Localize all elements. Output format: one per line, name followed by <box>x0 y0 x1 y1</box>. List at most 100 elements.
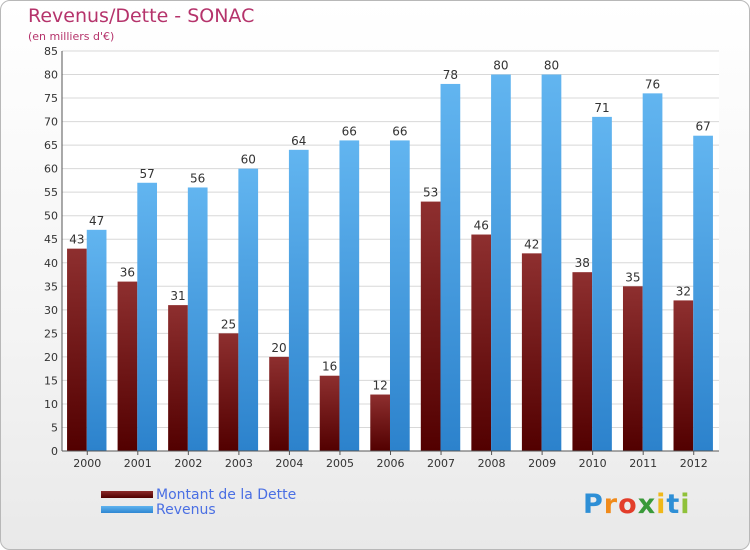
data-label-revenus-2011: 76 <box>645 77 660 91</box>
y-tick-label: 10 <box>44 398 58 411</box>
x-tick-label: 2001 <box>124 457 152 470</box>
y-tick-label: 20 <box>44 351 58 364</box>
bar-dette-2001 <box>117 281 138 451</box>
y-tick-label: 80 <box>44 69 58 82</box>
legend-item-revenus: Revenus <box>101 501 296 518</box>
bar-revenus-2005 <box>339 140 360 452</box>
data-label-revenus-2010: 71 <box>594 101 609 115</box>
bar-dette-2012 <box>673 300 694 451</box>
legend-item-dette: Montant de la Dette <box>101 486 297 503</box>
chart-title: Revenus/Dette - SONAC <box>28 5 255 27</box>
x-tick-label: 2007 <box>427 457 455 470</box>
logo-letter: P <box>583 489 604 520</box>
x-tick-label: 2003 <box>225 457 253 470</box>
data-label-revenus-2012: 67 <box>695 120 710 134</box>
bar-revenus-2007 <box>440 83 461 452</box>
logo-letter: r <box>603 489 619 520</box>
bar-dette-2002 <box>168 305 188 451</box>
data-label-dette-2007: 53 <box>423 186 438 200</box>
legend: Montant de la Dette Revenus <box>101 486 297 518</box>
bar-revenus-2001 <box>137 182 158 451</box>
y-tick-label: 5 <box>51 421 58 434</box>
y-tick-label: 55 <box>44 186 58 199</box>
data-label-dette-2012: 32 <box>676 284 691 298</box>
data-label-dette-2004: 20 <box>271 341 286 355</box>
data-label-dette-2000: 43 <box>69 233 84 247</box>
x-tick-label: 2005 <box>326 457 354 470</box>
x-tick-label: 2012 <box>680 457 708 470</box>
bar-revenus-2000 <box>86 229 107 451</box>
logo-letter: o <box>618 489 638 520</box>
x-tick-label: 2008 <box>478 457 506 470</box>
bar-dette-2003 <box>218 333 239 451</box>
data-label-dette-2009: 42 <box>524 237 539 251</box>
bar-dette-2009 <box>521 253 542 451</box>
bar-revenus-2009 <box>541 74 562 451</box>
data-label-revenus-2002: 56 <box>190 171 205 185</box>
data-label-dette-2006: 12 <box>372 379 387 393</box>
bar-dette-2010 <box>572 272 593 451</box>
bar-revenus-2008 <box>491 74 511 451</box>
data-label-revenus-2009: 80 <box>544 59 559 73</box>
logo-letter: x <box>637 489 657 520</box>
y-tick-label: 60 <box>44 163 58 176</box>
legend-label-dette: Montant de la Dette <box>156 486 297 503</box>
logo-letter: i <box>656 489 667 520</box>
data-label-dette-2002: 31 <box>170 289 185 303</box>
data-label-dette-2011: 35 <box>625 270 640 284</box>
y-tick-label: 30 <box>44 304 58 317</box>
x-tick-label: 2006 <box>377 457 405 470</box>
x-tick-label: 2002 <box>174 457 202 470</box>
bar-dette-2005 <box>319 375 340 451</box>
y-tick-label: 65 <box>44 139 58 152</box>
bar-revenus-2002 <box>187 187 208 451</box>
data-label-dette-2005: 16 <box>322 360 337 374</box>
proxiti-logo: Proxiti <box>583 489 691 520</box>
bar-revenus-2006 <box>389 140 410 452</box>
bar-revenus-2004 <box>288 149 309 451</box>
bar-dette-2006 <box>370 394 390 451</box>
legend-label-revenus: Revenus <box>156 501 216 518</box>
logo-letter: i <box>680 489 691 520</box>
data-label-dette-2001: 36 <box>120 266 135 280</box>
data-label-revenus-2005: 66 <box>342 124 357 138</box>
x-tick-label: 2009 <box>528 457 556 470</box>
data-label-dette-2003: 25 <box>221 317 236 331</box>
data-label-revenus-2003: 60 <box>241 153 256 167</box>
bar-revenus-2012 <box>693 135 713 452</box>
data-label-revenus-2006: 66 <box>392 124 407 138</box>
bar-dette-2004 <box>269 356 289 451</box>
data-label-dette-2008: 46 <box>474 219 489 233</box>
x-tick-label: 2000 <box>73 457 101 470</box>
x-tick-label: 2004 <box>275 457 303 470</box>
data-label-revenus-2007: 78 <box>443 68 458 82</box>
legend-swatch-revenus <box>101 506 153 513</box>
data-label-revenus-2004: 64 <box>291 134 306 148</box>
bar-revenus-2003 <box>238 168 259 451</box>
legend-swatch-dette <box>101 491 153 498</box>
y-tick-label: 25 <box>44 327 58 340</box>
y-tick-label: 40 <box>44 257 58 270</box>
y-tick-label: 45 <box>44 233 58 246</box>
bar-dette-2011 <box>622 286 643 451</box>
y-tick-label: 35 <box>44 280 58 293</box>
bar-dette-2007 <box>420 201 441 451</box>
y-tick-label: 50 <box>44 210 58 223</box>
y-tick-label: 75 <box>44 92 58 105</box>
logo-letter: t <box>666 489 681 520</box>
data-label-revenus-2008: 80 <box>493 59 508 73</box>
chart-subtitle: (en milliers d'€) <box>28 30 115 43</box>
bar-dette-2008 <box>471 234 492 451</box>
y-tick-label: 0 <box>51 445 58 458</box>
x-tick-label: 2010 <box>579 457 607 470</box>
y-tick-label: 70 <box>44 116 58 129</box>
bar-dette-2000 <box>67 248 87 451</box>
x-tick-label: 2011 <box>629 457 657 470</box>
bar-revenus-2010 <box>592 116 612 451</box>
data-label-revenus-2001: 57 <box>140 167 155 181</box>
y-tick-label: 85 <box>44 45 58 58</box>
y-tick-label: 15 <box>44 374 58 387</box>
data-label-revenus-2000: 47 <box>89 214 104 228</box>
